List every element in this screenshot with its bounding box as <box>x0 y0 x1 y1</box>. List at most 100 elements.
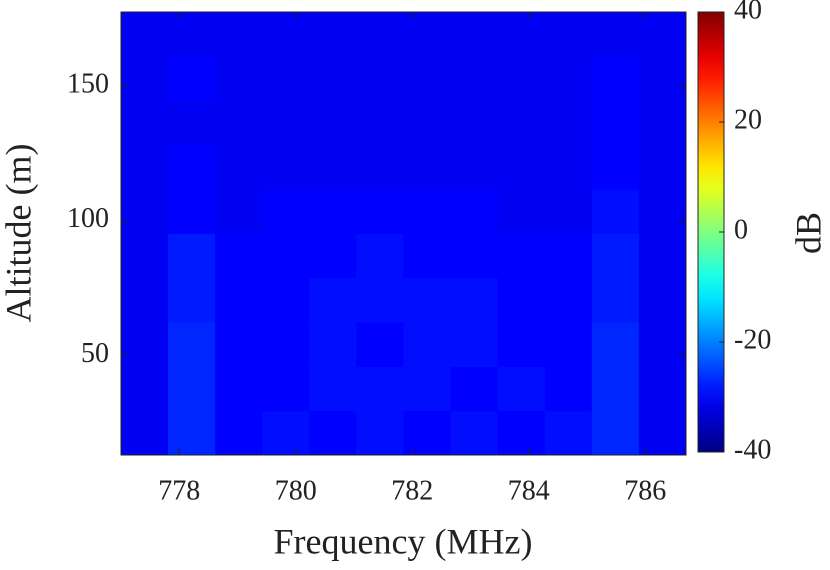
heatmap-cell <box>309 410 357 456</box>
heatmap-cell <box>262 322 310 367</box>
heatmap-cell <box>215 233 263 279</box>
heatmap-cell <box>591 100 640 146</box>
heatmap-cell <box>403 56 452 102</box>
heatmap-cell <box>544 12 593 57</box>
plot-frame <box>120 11 687 456</box>
heatmap-cell <box>215 12 263 57</box>
heatmap-cell <box>168 12 216 57</box>
heatmap-cell <box>168 189 216 234</box>
heatmap-cell <box>309 12 357 57</box>
colorbar-tick-label: 40 <box>734 0 762 25</box>
heatmap-cell <box>638 410 687 456</box>
heatmap-cell <box>309 233 357 279</box>
heatmap-cell <box>356 277 404 323</box>
heatmap-cell <box>356 12 404 57</box>
heatmap-cell <box>544 144 593 190</box>
heatmap-cell <box>309 322 357 367</box>
heatmap-cell <box>638 144 687 190</box>
heatmap-cell <box>356 100 404 146</box>
heatmap-cell <box>638 12 687 57</box>
heatmap-cell <box>309 277 357 323</box>
heatmap-cell <box>497 277 546 323</box>
heatmap-cell <box>121 144 169 190</box>
heatmap-cell <box>403 12 452 57</box>
x-tick-label: 778 <box>158 475 200 506</box>
heatmap-cell <box>591 277 640 323</box>
y-tick-label: 50 <box>81 338 109 369</box>
heatmap-cell <box>309 144 357 190</box>
heatmap-cell <box>544 410 593 456</box>
heatmap-cell <box>544 100 593 146</box>
heatmap-cell <box>497 56 546 102</box>
heatmap-cell <box>309 189 357 234</box>
heatmap-cell <box>121 322 169 367</box>
heatmap-cell <box>591 189 640 234</box>
heatmap-cell <box>403 277 452 323</box>
heatmap-cell <box>356 189 404 234</box>
heatmap-cell <box>215 277 263 323</box>
heatmap-cell <box>168 233 216 279</box>
heatmap-cell <box>262 12 310 57</box>
heatmap-cell <box>450 410 499 456</box>
heatmap-cell <box>450 277 499 323</box>
heatmap-cell <box>168 100 216 146</box>
colorbar-tick-label: 0 <box>734 214 748 245</box>
heatmap-cell <box>262 100 310 146</box>
heatmap-cell <box>168 277 216 323</box>
heatmap-cell <box>544 322 593 367</box>
heatmap-cell <box>168 144 216 190</box>
heatmap-cell <box>168 410 216 456</box>
heatmap-cell <box>591 144 640 190</box>
heatmap-cell <box>356 144 404 190</box>
heatmap-cell <box>544 56 593 102</box>
heatmap-cell <box>356 56 404 102</box>
heatmap-cell <box>497 410 546 456</box>
heatmap-cell <box>121 233 169 279</box>
heatmap-cell <box>121 12 169 57</box>
heatmap-cell <box>168 366 216 412</box>
heatmap-cell <box>403 189 452 234</box>
heatmap-cell <box>121 366 169 412</box>
heatmap-cell <box>356 366 404 412</box>
heatmap-cell <box>497 233 546 279</box>
heatmap-cell <box>497 144 546 190</box>
heatmap-cell <box>497 12 546 57</box>
heatmap-cell <box>450 233 499 279</box>
heatmap-cell <box>450 56 499 102</box>
heatmap-cell <box>497 366 546 412</box>
heatmap-cell <box>403 144 452 190</box>
x-tick-label: 784 <box>508 475 550 506</box>
heatmap-cell <box>591 12 640 57</box>
heatmap-cell <box>262 144 310 190</box>
colorbar-tick-label: -20 <box>734 324 771 355</box>
heatmap-cell <box>403 366 452 412</box>
x-tick-label: 780 <box>275 475 317 506</box>
x-axis-label: Frequency (MHz) <box>274 521 533 561</box>
heatmap-cell <box>215 410 263 456</box>
y-tick-label: 100 <box>67 203 109 234</box>
heatmap-cell <box>638 56 687 102</box>
heatmap-cell <box>591 322 640 367</box>
heatmap-cell <box>121 56 169 102</box>
heatmap-cell <box>450 189 499 234</box>
heatmap-cell <box>309 100 357 146</box>
heatmap-cell <box>544 277 593 323</box>
x-tick-label: 782 <box>391 475 433 506</box>
heatmap-cell <box>544 189 593 234</box>
heatmap-cell <box>544 233 593 279</box>
heatmap-cell <box>638 277 687 323</box>
heatmap-cell <box>450 322 499 367</box>
colorbar-label: dB <box>788 212 828 254</box>
heatmap-cell <box>121 189 169 234</box>
heatmap-cell <box>215 322 263 367</box>
heatmap-cell <box>215 100 263 146</box>
heatmap-cell <box>262 277 310 323</box>
heatmap-cell <box>450 144 499 190</box>
heatmap-cell <box>356 322 404 367</box>
heatmap-cell <box>215 366 263 412</box>
heatmap-cell <box>450 366 499 412</box>
heatmap-cell <box>356 410 404 456</box>
colorbar-tick-label: -40 <box>734 434 771 465</box>
heatmap-cell <box>309 366 357 412</box>
